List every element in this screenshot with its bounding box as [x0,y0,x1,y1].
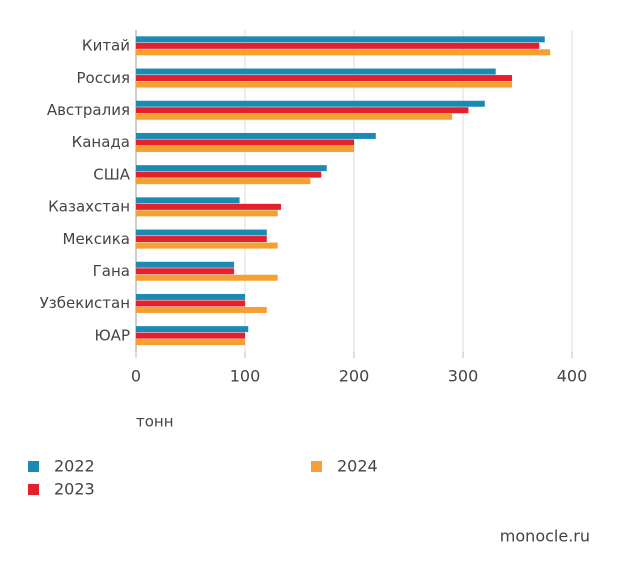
x-tick-label: 100 [230,367,261,386]
x-axis-label: тонн [136,413,174,431]
legend-swatch [311,461,322,472]
y-tick-label: Узбекистан [40,294,130,312]
y-tick-label: Россия [77,69,131,87]
y-tick-label: Гана [93,262,130,280]
bar [136,107,469,114]
bar [136,261,235,268]
bar [136,49,551,56]
bar [136,268,235,275]
y-tick-label: США [93,165,131,183]
bar [136,139,354,146]
bar [136,332,245,339]
bar [136,132,376,139]
x-tick-label: 300 [448,367,479,386]
bar [136,236,267,243]
bar [136,113,453,120]
y-tick-label: Австралия [47,101,130,119]
bar [136,339,245,346]
legend-swatch [28,461,39,472]
bar [136,145,354,152]
legend-swatch [28,484,39,495]
x-tick-label: 0 [131,367,141,386]
bar [136,229,267,236]
y-tick-label: Китай [82,37,130,55]
source: monocle.ru [500,527,590,546]
y-tick-label: ЮАР [94,326,130,344]
bar [136,210,278,217]
bar [136,242,278,249]
bar [136,36,545,43]
bar [136,197,240,204]
legend-label: 2022 [54,457,95,476]
bar [136,203,281,210]
bar [136,68,496,75]
bar [136,178,311,185]
legend-label: 2024 [337,457,378,476]
bar [136,75,513,82]
x-tick-label: 400 [557,367,588,386]
bar [136,306,267,313]
bar [136,293,245,300]
bar [136,42,540,49]
legend-label: 2023 [54,480,95,499]
bar [136,171,322,178]
bar [136,100,485,107]
bar [136,274,278,281]
bar [136,326,249,333]
y-tick-label: Казахстан [48,198,130,216]
x-tick-label: 200 [339,367,370,386]
y-tick-label: Канада [72,133,130,151]
bar [136,81,513,88]
bar [136,165,327,172]
bar [136,300,245,307]
y-tick-label: Мексика [63,230,130,248]
